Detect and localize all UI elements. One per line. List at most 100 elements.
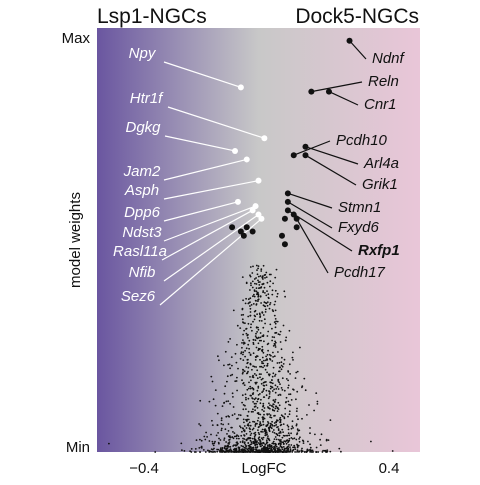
data-point — [277, 333, 280, 335]
data-point — [255, 283, 258, 285]
data-point — [276, 410, 279, 412]
data-point — [275, 268, 278, 271]
data-point — [283, 435, 286, 437]
data-point — [246, 388, 249, 391]
data-point — [255, 287, 258, 289]
data-point — [276, 362, 279, 364]
data-point — [319, 444, 322, 446]
data-point — [296, 370, 299, 373]
data-point — [274, 398, 277, 401]
data-point — [251, 280, 254, 283]
data-point — [286, 451, 289, 453]
data-point — [259, 275, 262, 277]
data-point — [261, 391, 263, 394]
data-point — [243, 421, 245, 424]
data-point — [258, 312, 261, 315]
data-point — [238, 450, 241, 453]
data-point — [257, 295, 260, 297]
data-point — [263, 301, 266, 304]
data-point — [273, 336, 276, 339]
data-point — [268, 395, 271, 398]
data-point — [316, 403, 319, 405]
data-point — [249, 311, 252, 313]
data-point — [249, 297, 252, 300]
data-point — [275, 445, 278, 448]
data-point — [249, 430, 251, 433]
data-point — [277, 394, 280, 397]
data-point — [248, 447, 251, 450]
data-point — [249, 266, 252, 268]
data-point — [236, 376, 238, 379]
data-point — [262, 291, 264, 294]
data-point — [245, 332, 248, 335]
data-point — [264, 277, 266, 279]
data-point — [321, 451, 324, 453]
data-point — [290, 437, 293, 439]
data-point — [272, 282, 274, 285]
data-point — [300, 449, 303, 452]
data-point — [203, 435, 206, 438]
data-point — [279, 445, 282, 447]
data-point — [286, 424, 289, 427]
data-point — [287, 384, 290, 387]
data-point — [294, 448, 297, 451]
data-point — [257, 417, 260, 419]
data-point — [207, 449, 209, 452]
data-point — [227, 341, 230, 343]
data-point — [255, 366, 257, 368]
data-point — [190, 451, 193, 453]
data-point — [291, 356, 294, 359]
data-point — [238, 437, 240, 440]
data-point — [259, 295, 262, 298]
data-point — [255, 300, 257, 302]
data-point — [269, 414, 272, 417]
data-point — [246, 449, 249, 451]
data-point — [244, 302, 247, 305]
data-point — [253, 437, 256, 440]
data-point — [271, 293, 274, 296]
data-point — [253, 290, 256, 292]
data-point — [247, 397, 250, 400]
data-point — [242, 429, 245, 432]
data-point — [307, 440, 309, 443]
data-point — [260, 349, 263, 352]
gene-point-asph — [255, 177, 262, 184]
data-point — [239, 425, 241, 427]
data-point — [256, 369, 259, 372]
leader-line-cnr1 — [328, 91, 359, 106]
data-point — [222, 423, 225, 426]
data-point — [251, 450, 254, 453]
data-point — [246, 372, 249, 374]
data-point — [309, 451, 311, 453]
data-point — [224, 350, 227, 353]
data-point — [252, 420, 254, 423]
gene-point-pcdh10 — [290, 152, 297, 159]
data-point — [232, 448, 235, 451]
data-point — [263, 428, 266, 431]
data-point — [247, 343, 250, 346]
data-point — [245, 327, 248, 330]
data-point — [216, 450, 219, 453]
data-point — [296, 450, 299, 452]
data-point — [252, 408, 254, 411]
data-point — [256, 443, 259, 446]
data-point — [277, 401, 280, 404]
data-point — [325, 438, 328, 441]
data-point — [258, 339, 261, 342]
data-point — [228, 441, 231, 443]
gene-point-grik1 — [302, 152, 309, 159]
data-point — [299, 346, 301, 349]
data-point — [247, 423, 250, 425]
data-point — [270, 416, 273, 419]
data-point — [266, 304, 269, 307]
gene-label-dpp6: Dpp6 — [124, 204, 161, 221]
data-point — [295, 371, 298, 374]
data-point — [256, 291, 259, 294]
data-point — [242, 313, 245, 316]
data-point — [239, 414, 242, 417]
data-point — [257, 437, 260, 440]
data-point — [247, 358, 249, 361]
data-point — [265, 294, 268, 297]
gene-point-jam2 — [243, 156, 250, 163]
data-point — [241, 276, 244, 278]
